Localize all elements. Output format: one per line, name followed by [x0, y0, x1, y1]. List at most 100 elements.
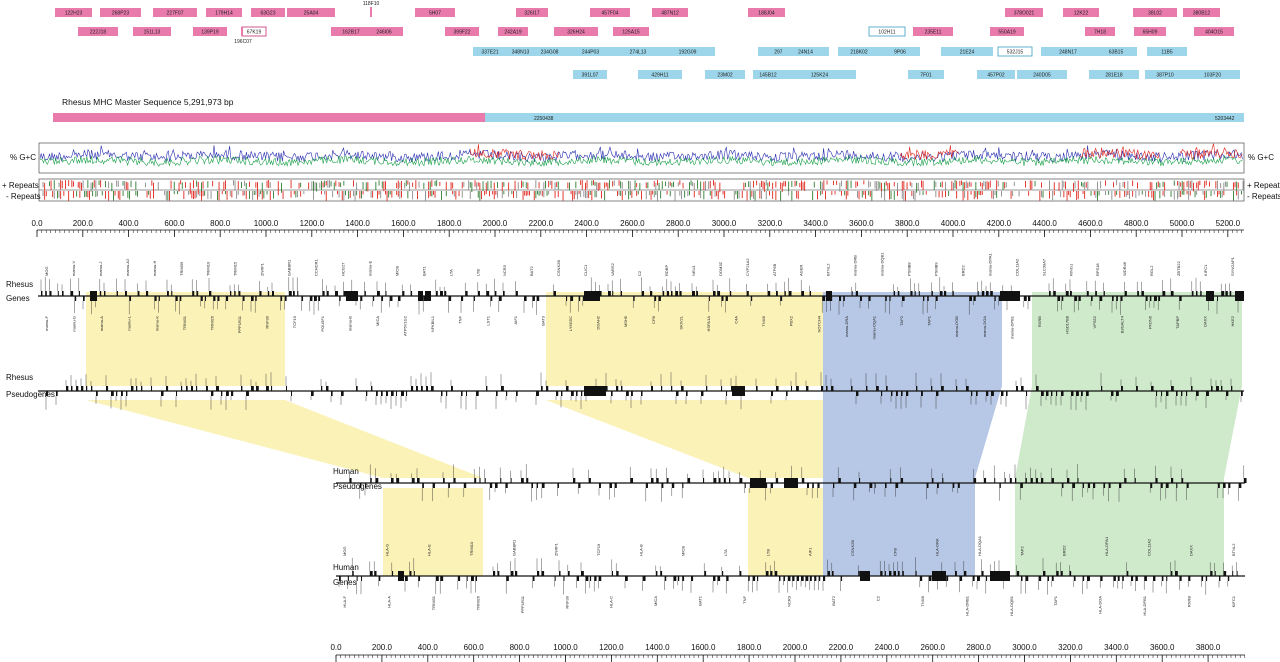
clone-label: 122H23	[65, 11, 83, 17]
gene-bar	[654, 296, 657, 301]
repeat-minus	[1177, 191, 1178, 200]
repeat-plus	[436, 180, 438, 187]
repeat-minus	[207, 191, 209, 199]
gene-bar	[1020, 483, 1023, 488]
gene-cluster	[398, 571, 404, 581]
repeat-plus	[477, 182, 479, 187]
gene-bar	[770, 571, 773, 576]
gene-label: TRIM39	[179, 261, 184, 276]
repeat-minus	[218, 191, 220, 201]
gene-bar	[411, 386, 414, 391]
gene-label: CSNK2B	[850, 540, 855, 556]
repeat-plus	[463, 181, 465, 187]
gene-bar	[661, 386, 663, 391]
repeat-plus	[257, 182, 258, 192]
gene-bar	[1108, 483, 1111, 488]
repeat-minus	[52, 191, 54, 198]
repeat-minus	[1082, 191, 1084, 195]
repeat-plus	[330, 181, 332, 187]
gene-bar	[645, 483, 648, 488]
gene-bar	[413, 571, 415, 576]
repeat-plus	[514, 180, 516, 191]
gene-bar	[1002, 291, 1005, 296]
gene-bar	[890, 478, 892, 483]
repeats-minus-label-right: - Repeats	[1247, 192, 1280, 201]
axis-tick-label: 0.0	[31, 219, 43, 228]
gene-bar	[1028, 296, 1031, 301]
gene-bar	[1156, 391, 1158, 396]
gene-bar	[801, 576, 804, 581]
gene-bar	[217, 296, 220, 301]
repeat-minus	[177, 191, 178, 195]
gene-bar	[391, 478, 394, 483]
axis-tick-label: 600.0	[164, 219, 185, 228]
gene-bar	[756, 386, 758, 391]
clone-125K24: 125K24	[783, 70, 856, 79]
repeat-plus	[1100, 181, 1102, 189]
repeat-plus	[1157, 181, 1159, 188]
gene-bar	[1175, 571, 1178, 576]
gene-bar	[1053, 291, 1056, 296]
repeat-plus	[522, 181, 524, 187]
gene-bar	[71, 386, 73, 391]
clone-11B5: 11B5	[1147, 47, 1187, 56]
gene-bar	[419, 296, 421, 301]
axis-tick-label: 1600.0	[391, 219, 416, 228]
repeat-minus	[458, 191, 460, 197]
repeat-minus	[863, 191, 865, 195]
gene-bar	[576, 391, 578, 396]
gene-bar	[398, 296, 401, 301]
axis-tick-label: 2000.0	[783, 643, 808, 652]
gene-bar	[952, 291, 954, 296]
gene-bar	[641, 291, 645, 296]
repeat-minus	[973, 191, 975, 200]
gene-bar	[463, 483, 467, 488]
repeat-plus	[1097, 181, 1098, 191]
repeat-minus	[881, 191, 882, 198]
gene-bar	[749, 483, 752, 488]
repeat-minus	[698, 191, 700, 196]
clone-label: 139P19	[201, 30, 218, 36]
gene-bar	[556, 391, 559, 396]
gene-bar	[96, 391, 98, 396]
repeat-plus	[804, 181, 806, 191]
repeat-plus	[415, 180, 417, 189]
gene-bar	[681, 386, 684, 391]
master-sequence-blue-segment	[485, 113, 1244, 122]
repeat-minus	[703, 191, 705, 200]
gene-bar	[1225, 291, 1228, 296]
gene-bar	[1116, 391, 1119, 396]
gene-bar	[1205, 576, 1208, 581]
gene-bar	[396, 391, 398, 396]
gene-bar	[1041, 478, 1044, 483]
gene-bar	[676, 391, 679, 396]
gene-label: TRIM26	[210, 315, 215, 330]
gene-bar	[352, 571, 354, 576]
repeat-plus	[431, 180, 433, 187]
repeat-plus	[657, 180, 658, 186]
gene-label: mamu-J	[98, 262, 103, 276]
gene-bar	[633, 296, 635, 301]
gene-bar	[1176, 483, 1178, 488]
gene-bar	[238, 291, 241, 296]
gene-bar	[787, 576, 791, 581]
axis-tick-label: 2600.0	[920, 643, 945, 652]
gene-label: TNXB	[761, 316, 766, 327]
gene-label: GABBR1	[511, 539, 516, 556]
bac-clone-tiling-path: 122H23 268P23 227F07 179H14 63G23 25A04 5H07 32…	[55, 1, 1240, 79]
repeat-minus	[113, 191, 114, 201]
repeat-plus	[877, 181, 879, 190]
gene-bar	[506, 391, 508, 396]
axis-tick-label: 2400.0	[875, 643, 900, 652]
gene-bar	[721, 571, 724, 576]
repeat-plus	[1073, 182, 1074, 192]
gene-label: TRIM10	[469, 541, 474, 556]
repeat-minus	[204, 191, 206, 196]
axis-tick-label: 2800.0	[666, 219, 691, 228]
gene-bar	[976, 391, 978, 396]
gene-bar	[56, 391, 58, 396]
repeat-minus	[1127, 191, 1129, 196]
repeat-minus	[508, 191, 510, 197]
repeat-minus	[669, 191, 671, 197]
repeat-minus	[817, 191, 818, 200]
